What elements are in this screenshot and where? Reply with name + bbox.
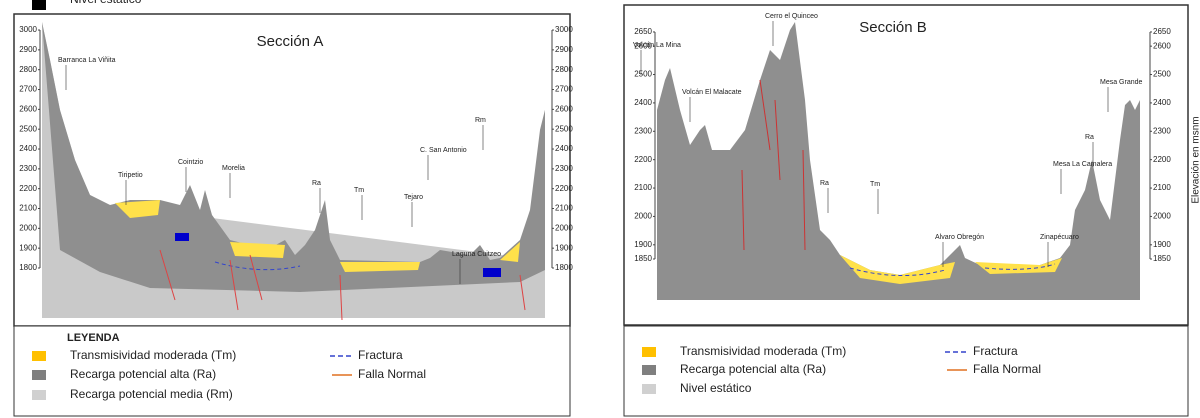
y-tick-label: 2300 [634, 126, 652, 135]
legend-swatch [642, 384, 656, 394]
legend-label: Recarga potencial alta (Ra) [70, 367, 216, 381]
y-tick-label: 1900 [19, 243, 37, 252]
y-tick-label: 2100 [555, 204, 573, 213]
place-label: Morelia [222, 165, 245, 172]
legend-label: Falla Normal [973, 362, 1041, 376]
place-label: Barranca La Viñita [58, 57, 116, 64]
place-label: Zinapécuaro [1040, 234, 1079, 241]
legend-label: Transmisividad moderada (Tm) [680, 344, 846, 358]
legend-label: Recarga potencial media (Rm) [70, 387, 233, 401]
y-tick-label: 2500 [19, 124, 37, 133]
y-tick-label: 2000 [19, 223, 37, 232]
y-tick-label: 1800 [19, 263, 37, 272]
y-tick-label: 2650 [1153, 27, 1171, 36]
place-label: Tejaro [404, 194, 423, 201]
legend-swatch [32, 390, 46, 400]
legend-label: Nivel estático [70, 0, 142, 6]
place-label: Tm [354, 187, 364, 194]
legend-label: Transmisividad moderada (Tm) [70, 348, 236, 362]
place-label: Rm [475, 117, 486, 124]
place-label: Tiripetio [118, 172, 143, 179]
y-tick-label: 2300 [555, 164, 573, 173]
axis-title: Elevación en msnm [1191, 116, 1200, 203]
place-label: Ra [820, 180, 829, 187]
place-label: Tm [870, 181, 880, 188]
y-tick-label: 2800 [19, 65, 37, 74]
y-tick-label: 2500 [1153, 70, 1171, 79]
y-tick-label: 2200 [555, 184, 573, 193]
place-label: Laguna Cuitzeo [452, 251, 501, 258]
y-tick-label: 2500 [555, 124, 573, 133]
figure: Sección A 3000 3000 2900 2900 2800 2800 2700 270… [0, 0, 1200, 418]
y-tick-label: 2100 [634, 183, 652, 192]
legend-swatch [642, 347, 656, 357]
y-tick-label: 2500 [634, 70, 652, 79]
place-label: Cerro el Quinceo [765, 13, 818, 20]
y-tick-label: 2000 [634, 212, 652, 221]
place-label: Mesa La Camalera [1053, 161, 1112, 168]
legend-label: Recarga potencial alta (Ra) [680, 362, 826, 376]
place-label: C. San Antonio [420, 147, 467, 154]
y-tick-label: 2400 [555, 144, 573, 153]
legend-label: Nivel estático [680, 381, 752, 395]
legend-heading: LEYENDA [67, 332, 120, 344]
y-tick-label: 2400 [634, 98, 652, 107]
place-label: Ra [312, 180, 321, 187]
y-tick-label: 2600 [555, 104, 573, 113]
legend-label: Fractura [358, 348, 403, 362]
y-tick-label: 2200 [19, 184, 37, 193]
y-tick-label: 1900 [1153, 240, 1171, 249]
place-label: Mesa Grande [1100, 79, 1143, 86]
place-label: Volcán La Mina [633, 42, 681, 49]
y-tick-label: 2600 [1153, 41, 1171, 50]
y-tick-label: 2700 [555, 85, 573, 94]
water [175, 233, 189, 241]
legend-swatch [32, 0, 46, 10]
y-tick-label: 2700 [19, 85, 37, 94]
y-tick-label: 1900 [555, 243, 573, 252]
panel-title: Sección B [859, 19, 927, 36]
y-tick-label: 2650 [634, 27, 652, 36]
y-tick-label: 3000 [19, 25, 37, 34]
place-label: Alvaro Obregón [935, 234, 984, 241]
y-tick-label: 2100 [19, 204, 37, 213]
place-label: Ra [1085, 134, 1094, 141]
y-tick-label: 2200 [634, 155, 652, 164]
y-tick-label: 2100 [1153, 183, 1171, 192]
y-tick-label: 1850 [1153, 254, 1171, 263]
y-tick-label: 2000 [555, 223, 573, 232]
y-tick-label: 2300 [1153, 126, 1171, 135]
y-tick-label: 1850 [634, 254, 652, 263]
legend-label: Falla Normal [358, 367, 426, 381]
place-label: Volcán El Malacate [682, 89, 742, 96]
legend-label: Fractura [973, 344, 1018, 358]
y-tick-label: 2800 [555, 65, 573, 74]
legend-swatch [32, 370, 46, 380]
y-tick-label: 2000 [1153, 212, 1171, 221]
y-tick-label: 2600 [19, 104, 37, 113]
y-tick-label: 2200 [1153, 155, 1171, 164]
y-tick-label: 2400 [1153, 98, 1171, 107]
y-tick-label: 1900 [634, 240, 652, 249]
legend-swatch [32, 351, 46, 361]
y-tick-label: 2400 [19, 144, 37, 153]
place-label: Cointzio [178, 159, 203, 166]
legend-swatch [642, 365, 656, 375]
y-tick-label: 1800 [555, 263, 573, 272]
water [483, 268, 501, 277]
y-tick-label: 2900 [19, 45, 37, 54]
panel-title: Sección A [257, 33, 324, 50]
y-tick-label: 2900 [555, 45, 573, 54]
y-tick-label: 3000 [555, 25, 573, 34]
y-tick-label: 2300 [19, 164, 37, 173]
